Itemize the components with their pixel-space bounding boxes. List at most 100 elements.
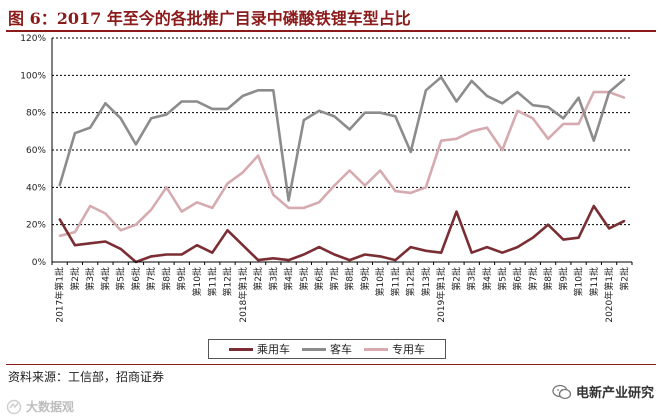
x-category-label: 第12批	[222, 267, 234, 296]
data-point	[318, 109, 321, 112]
wechat-icon	[552, 384, 572, 399]
data-point	[363, 184, 366, 187]
data-point	[348, 169, 351, 172]
data-point	[501, 149, 504, 151]
data-point	[409, 150, 412, 153]
data-point	[470, 251, 473, 254]
x-category-label: 第6批	[313, 267, 325, 291]
x-category-label: 第9批	[359, 267, 371, 291]
data-point	[73, 244, 76, 247]
x-category-label: 第5批	[115, 267, 127, 291]
data-point	[516, 109, 519, 112]
title-bar: 图 6：2017 年至今的各批推广目录中磷酸铁锂车型占比	[6, 4, 656, 32]
data-point	[486, 126, 488, 129]
x-category-label: 第4批	[99, 267, 111, 291]
x-category-label: 第10批	[374, 267, 386, 296]
x-category-label: 第9批	[176, 267, 188, 291]
watermark-right: 电新产业研究	[552, 382, 654, 401]
data-point	[409, 191, 412, 194]
data-point	[165, 113, 168, 116]
data-point	[394, 190, 397, 193]
data-point	[394, 259, 397, 262]
x-category-label: 第2批	[450, 267, 462, 291]
data-point	[547, 106, 550, 109]
x-category-label: 第2批	[69, 267, 81, 291]
legend-item-passenger: 乘用车	[229, 341, 290, 357]
data-point	[470, 79, 473, 82]
data-point	[455, 210, 458, 213]
x-category-label: 第13批	[420, 267, 432, 296]
legend-label-special: 专用车	[392, 343, 425, 356]
x-category-label: 第8批	[542, 267, 554, 291]
x-category-label: 第9批	[557, 267, 569, 291]
data-point	[562, 238, 565, 241]
data-point	[424, 249, 427, 252]
x-category-label: 第11批	[389, 267, 401, 296]
data-point	[302, 206, 305, 209]
x-category-label: 2019年第1批	[435, 267, 447, 323]
x-category-label: 2020年第1批	[603, 267, 615, 323]
chart-title: 图 6：2017 年至今的各批推广目录中磷酸铁锂车型占比	[8, 9, 411, 28]
data-point	[257, 154, 260, 157]
data-point	[180, 100, 183, 103]
x-category-label: 第11批	[206, 267, 218, 296]
data-point	[562, 122, 565, 125]
x-category-label: 第12批	[405, 267, 417, 296]
data-point	[577, 122, 580, 125]
data-point	[287, 259, 290, 262]
data-point	[333, 253, 336, 256]
data-point	[333, 115, 336, 118]
data-point	[501, 251, 504, 254]
y-tick-label: 40%	[26, 183, 46, 193]
y-tick-label: 0%	[32, 258, 47, 268]
x-category-label: 第2批	[618, 267, 630, 291]
data-point	[348, 259, 351, 262]
data-point	[379, 169, 382, 172]
data-point	[58, 218, 61, 221]
data-point	[623, 78, 626, 81]
data-point	[531, 104, 534, 107]
data-point	[455, 137, 458, 140]
data-point	[104, 102, 107, 105]
x-category-label: 第11批	[588, 267, 600, 296]
x-category-label: 2018年第1批	[237, 267, 249, 323]
data-point	[180, 253, 183, 256]
data-point	[302, 253, 305, 256]
data-point	[424, 89, 427, 92]
x-category-label: 第7批	[328, 267, 340, 291]
data-point	[165, 186, 168, 189]
legend-item-bus: 客车	[302, 341, 352, 357]
x-category-label: 第5批	[496, 267, 508, 291]
data-point	[440, 139, 443, 142]
data-point	[73, 231, 76, 234]
x-category-label: 第5批	[298, 267, 310, 291]
watermark-left-text: 大数据观	[26, 400, 75, 414]
data-point	[134, 143, 137, 146]
data-point	[196, 100, 198, 103]
legend-swatch-bus	[302, 347, 326, 351]
data-point	[592, 205, 595, 207]
data-point	[58, 184, 61, 187]
x-category-label: 第4批	[283, 267, 295, 291]
logo-icon	[6, 399, 22, 414]
data-point	[257, 89, 260, 92]
x-category-label: 第2批	[252, 267, 264, 291]
data-point	[379, 111, 382, 114]
data-point	[211, 107, 214, 110]
data-point	[516, 91, 519, 94]
data-point	[394, 115, 397, 118]
x-category-label: 2017年第1批	[54, 267, 66, 323]
x-category-label: 第3批	[466, 267, 478, 291]
data-point	[547, 137, 550, 140]
data-point	[318, 201, 321, 204]
data-point	[150, 208, 153, 211]
data-point	[348, 128, 351, 131]
x-category-label: 第8批	[160, 267, 172, 291]
x-category-label: 第10批	[573, 267, 585, 296]
data-point	[104, 240, 107, 243]
data-point	[363, 111, 366, 114]
y-tick-label: 60%	[26, 146, 46, 156]
data-point	[287, 199, 290, 202]
data-point	[241, 244, 244, 247]
data-point	[104, 212, 107, 215]
